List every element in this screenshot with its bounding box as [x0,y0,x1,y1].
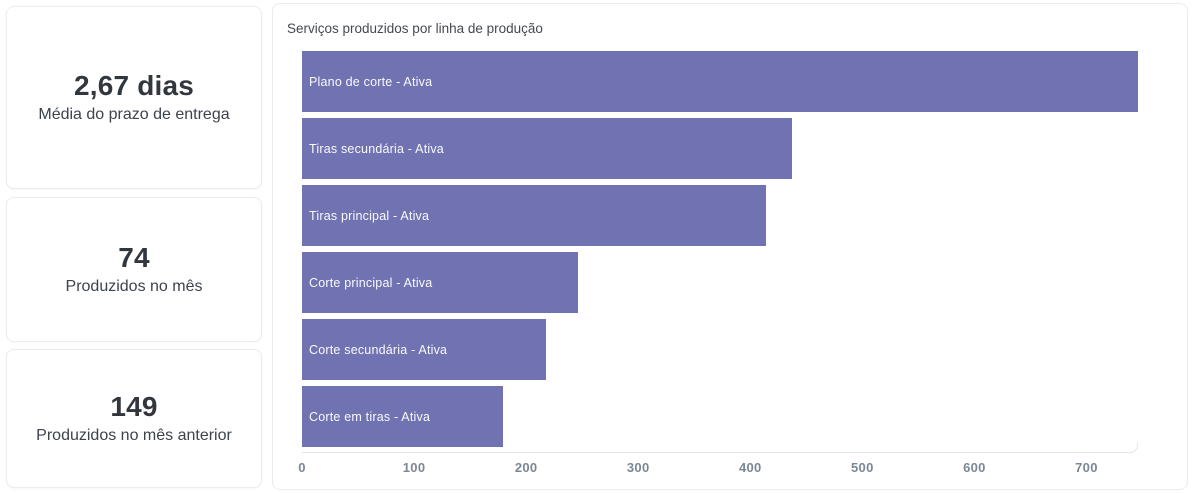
bar-corte-em-tiras-ativa[interactable]: Corte em tiras - Ativa [302,386,503,447]
bar-row: Tiras principal - Ativa [302,185,1138,246]
bar-label: Tiras secundária - Ativa [309,141,444,156]
kpi-label-produced-previous-month: Produzidos no mês anterior [36,426,232,444]
kpi-label-delivery-average: Média do prazo de entrega [38,105,230,123]
x-tick-label: 200 [514,460,538,475]
kpi-card-produced-previous-month: 149 Produzidos no mês anterior [6,349,262,488]
x-tick-label: 600 [963,460,986,475]
bar-label: Corte em tiras - Ativa [309,409,431,424]
bar-label: Plano de corte - Ativa [309,74,433,89]
bar-plano-de-corte-ativa[interactable]: Plano de corte - Ativa [302,51,1138,112]
bar-label: Tiras principal - Ativa [309,208,430,223]
kpi-card-produced-month: 74 Produzidos no mês [6,197,262,342]
bar-tiras-principal-ativa[interactable]: Tiras principal - Ativa [302,185,766,246]
production-lines-chart-card: Serviços produzidos por linha de produçã… [272,3,1188,490]
bar-row: Corte secundária - Ativa [302,319,1138,380]
x-tick-label: 400 [738,460,762,475]
x-tick-label: 700 [1075,460,1098,475]
bar-tiras-secund-ria-ativa[interactable]: Tiras secundária - Ativa [302,118,792,179]
x-tick-label: 500 [851,460,874,475]
bar-row: Corte principal - Ativa [302,252,1138,313]
x-tick-label: 100 [402,460,426,475]
bar-row: Corte em tiras - Ativa [302,386,1138,447]
kpi-card-delivery-average: 2,67 dias Média do prazo de entrega [6,6,262,189]
x-tick-label: 300 [626,460,650,475]
bar-label: Corte secundária - Ativa [309,342,448,357]
kpi-column: 2,67 dias Média do prazo de entrega 74 P… [6,6,262,488]
kpi-value-produced-previous-month: 149 [110,390,158,422]
kpi-label-produced-month: Produzidos no mês [65,277,203,295]
bar-row: Plano de corte - Ativa [302,51,1138,112]
chart-title: Serviços produzidos por linha de produçã… [287,21,543,36]
x-axis: 0 100 200 300 400 500 600 700 [298,457,1138,477]
bar-row: Tiras secundária - Ativa [302,118,1138,179]
x-tick-label: 0 [298,460,306,475]
bar-label: Corte principal - Ativa [309,275,433,290]
kpi-value-delivery-average: 2,67 dias [73,69,195,101]
bar-corte-principal-ativa[interactable]: Corte principal - Ativa [302,252,578,313]
bar-corte-secund-ria-ativa[interactable]: Corte secundária - Ativa [302,319,547,380]
kpi-value-produced-month: 74 [118,241,150,273]
x-axis-line [302,443,1138,453]
bar-plot: Plano de corte - Ativa Tiras secundária -… [302,51,1138,453]
